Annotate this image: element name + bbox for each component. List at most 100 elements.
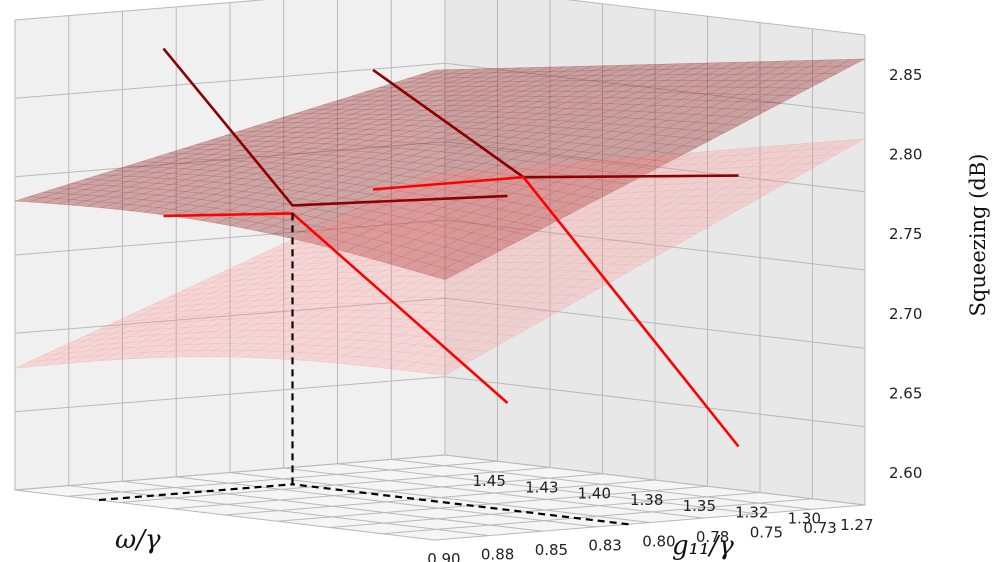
surface-mesh-line [358, 145, 780, 366]
curve-1 [162, 47, 508, 207]
surface-mesh-line [70, 183, 502, 251]
surface-mesh-line [434, 138, 866, 174]
surface-mesh-line [272, 152, 694, 359]
surface-mesh-line [112, 170, 544, 229]
surface-mesh-line [434, 58, 866, 71]
x-tick-label: 0.73 [803, 519, 836, 537]
surface-mesh-line [416, 140, 837, 373]
surface-mesh-line [229, 64, 651, 226]
surface-mesh-line [215, 156, 636, 358]
z-tick-label: 2.75 [889, 225, 922, 243]
surface-mesh-line [350, 185, 782, 213]
surface-mesh-line [172, 160, 593, 358]
surface-2 [15, 138, 865, 376]
surface-mesh-line [420, 146, 852, 181]
surface-mesh-line [210, 139, 642, 177]
z-tick-label: 2.70 [889, 305, 922, 323]
surface-mesh-line [378, 169, 810, 200]
surface-mesh-line [344, 146, 765, 365]
surface-mesh-line [14, 69, 436, 202]
surface-mesh-line [84, 178, 516, 244]
surface-mesh-line [294, 217, 726, 239]
dashed-x-line [98, 483, 293, 502]
surface-mesh-line [315, 61, 737, 245]
surface-mesh-line [344, 61, 765, 252]
surface-mesh-line [401, 141, 823, 371]
surface-mesh-line [420, 66, 852, 75]
y-tick-label: 1.43 [525, 478, 558, 496]
surface-mesh-line [392, 80, 824, 84]
x-tick-label: 0.90 [427, 550, 460, 562]
surface-mesh-line [129, 66, 550, 211]
dashed-y-line [292, 483, 629, 526]
surface-mesh-line [14, 173, 436, 369]
surface-mesh-line [287, 151, 708, 360]
surface-mesh-line [29, 172, 450, 368]
grid-line-z [14, 0, 866, 36]
y-tick-label: 1.40 [578, 485, 611, 503]
surface-mesh-line [224, 135, 656, 170]
surface-mesh-line [266, 122, 698, 148]
y-tick-label: 1.45 [472, 472, 505, 490]
axis-labels: ω/γ g₁₁/γ Squeezing (dB) [115, 154, 990, 561]
z-tick-label: 2.60 [889, 464, 922, 482]
surface-mesh-line [42, 343, 474, 360]
surface-mesh-line [330, 61, 751, 249]
surface-mesh-line [158, 66, 579, 215]
surface-mesh-line [182, 275, 614, 291]
surface-mesh-line [350, 95, 782, 104]
grid-line-z [14, 454, 866, 506]
grid-line-z [14, 62, 866, 114]
surface-mesh-line [301, 149, 722, 361]
surface-mesh-line [154, 289, 586, 304]
surface-mesh-line [196, 143, 628, 185]
surface-mesh-line [401, 59, 823, 268]
surface-mesh-line [258, 153, 679, 359]
surface-mesh-line [29, 69, 450, 203]
surface-mesh-line [444, 138, 866, 376]
surface-mesh-line [154, 157, 586, 207]
surface-mesh-line [168, 152, 600, 200]
surface-1 [15, 58, 865, 280]
x-tick-label: 0.88 [481, 545, 514, 562]
curve-4 [372, 175, 740, 448]
surface-mesh-line [70, 329, 502, 345]
surface-mesh-line [196, 268, 628, 285]
surface-mesh-line [280, 117, 712, 141]
x-axis-label: ω/γ [115, 525, 161, 555]
surface-mesh-line [126, 165, 558, 222]
surface-mesh-line [98, 316, 530, 330]
y-axis-label: g₁₁/γ [672, 531, 734, 561]
surface-mesh-line [14, 200, 446, 280]
surface-mesh-line [28, 349, 460, 368]
surface-mesh-line [201, 64, 622, 221]
y-tick-label: 1.27 [840, 516, 873, 534]
surface-mesh-line [430, 59, 851, 276]
surface-mesh-line [140, 296, 572, 311]
surface-mesh-line [309, 109, 740, 126]
surface-mesh-line [323, 104, 754, 119]
surface-mesh-line [126, 303, 558, 317]
grid-line-z [14, 297, 866, 349]
surface-mesh-line [210, 262, 642, 278]
surface-mesh-line [315, 148, 737, 362]
surface-mesh-line [287, 62, 708, 238]
x-tick-label: 0.83 [588, 537, 621, 555]
surface-mesh-line [373, 144, 794, 368]
x-tick-label: 0.75 [750, 524, 783, 542]
surface-mesh-line [444, 58, 866, 280]
grid-lines [14, 0, 866, 541]
z-axis-label: Squeezing (dB) [966, 154, 990, 317]
surface-mesh-line [416, 59, 837, 272]
surface-mesh-line [229, 155, 651, 358]
surface-mesh-line [182, 148, 614, 192]
surface-mesh-line [336, 193, 768, 220]
surface-mesh-line [373, 60, 794, 260]
surface-mesh-line [266, 233, 697, 252]
z-tick-label: 2.80 [889, 146, 922, 164]
x-tick-label: 0.85 [535, 541, 568, 559]
surface-mesh-line [186, 65, 608, 219]
surface-mesh-line [143, 66, 565, 213]
surface-mesh-line [140, 161, 572, 214]
